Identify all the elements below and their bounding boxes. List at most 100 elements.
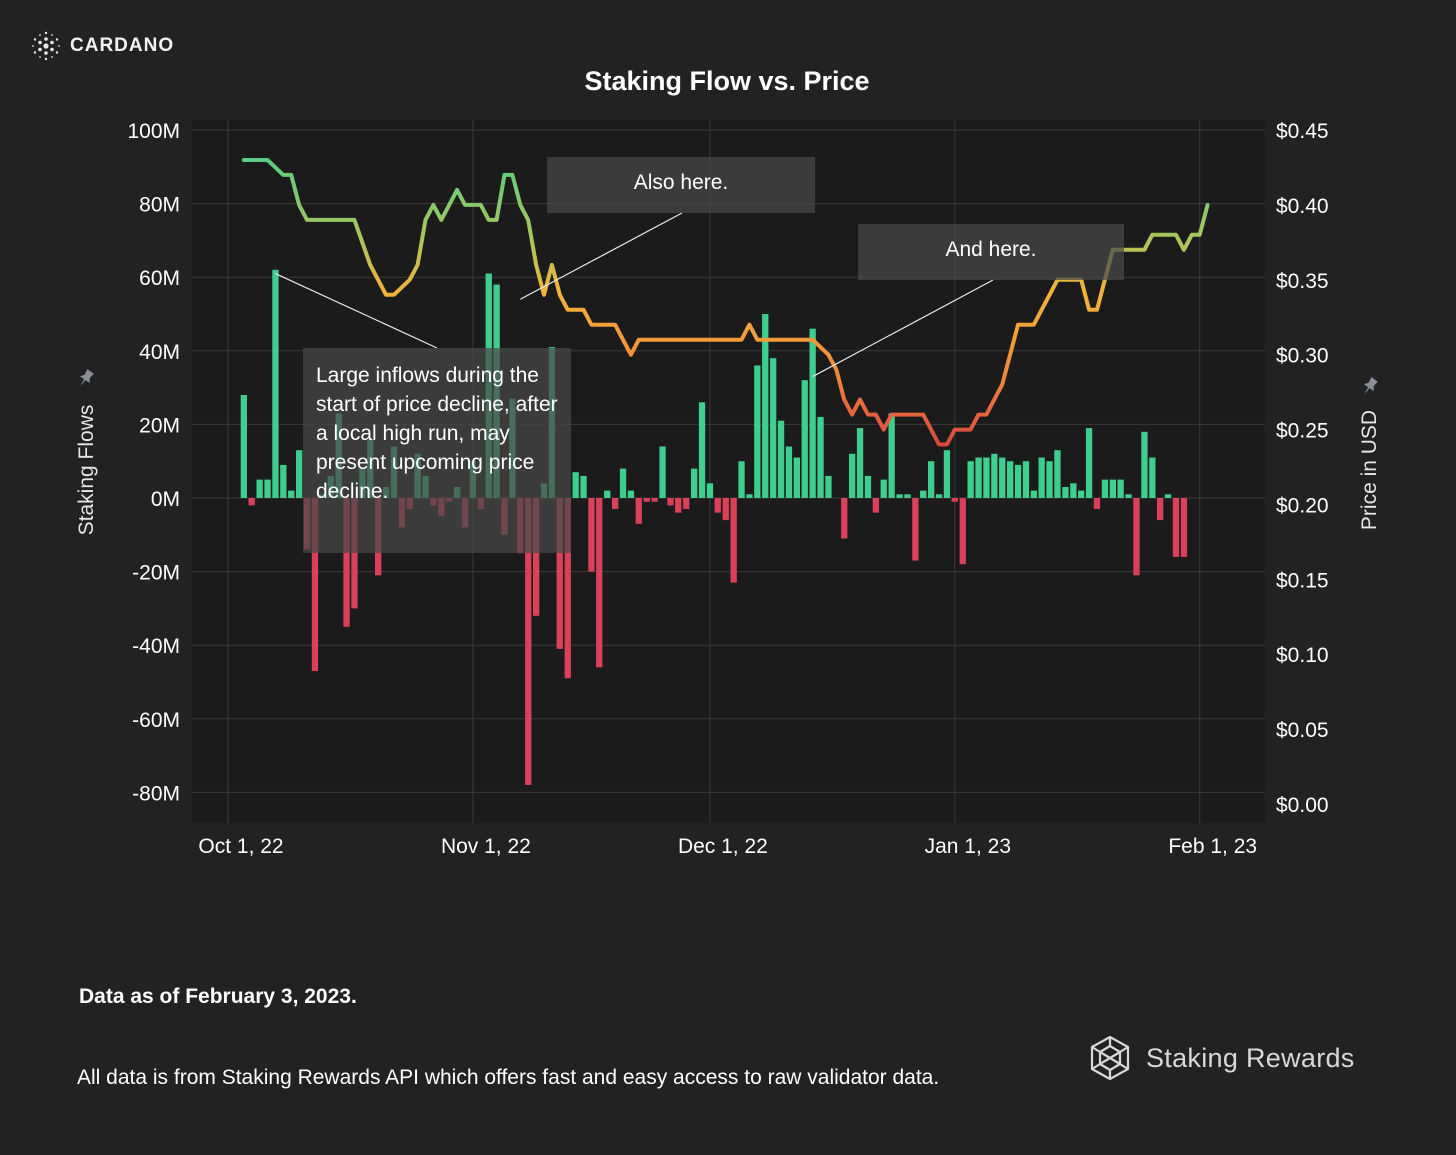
y-left-label: Staking Flows [75, 405, 98, 536]
y-right-tick-label: $0.45 [1276, 120, 1329, 143]
flow-bar-inflow [849, 453, 856, 498]
y-right-tick-label: $0.30 [1276, 345, 1329, 368]
flow-bar-outflow [564, 498, 571, 679]
flow-bar-inflow [975, 457, 982, 498]
flow-bar-inflow [920, 490, 927, 498]
flow-bar-inflow [1078, 490, 1085, 498]
flow-bar-inflow [698, 402, 706, 498]
flow-bar-inflow [856, 428, 864, 498]
y-left-tick-label: 60M [139, 267, 180, 290]
flow-bar-inflow [967, 461, 974, 498]
flow-bar-inflow [888, 413, 895, 498]
flow-bar-inflow [580, 475, 587, 498]
annotation-also-here: Also here. [547, 157, 815, 213]
flow-bar-inflow [659, 446, 666, 498]
x-tick-label: Dec 1, 22 [678, 835, 768, 858]
flow-bar-inflow [264, 479, 271, 498]
flow-bar-inflow [880, 479, 887, 498]
flow-bar-outflow [683, 498, 690, 509]
flow-bar-inflow [1046, 461, 1053, 498]
annotation-leaders [275, 212, 994, 378]
flow-bar-outflow [351, 498, 358, 609]
x-tick-label: Oct 1, 22 [198, 835, 283, 858]
flow-bar-inflow [983, 457, 990, 498]
flow-bar-inflow [1109, 479, 1116, 498]
flow-bar-inflow [572, 472, 579, 498]
y-right-tick-label: $0.25 [1276, 420, 1329, 443]
y-left-tick-label: 0M [151, 488, 180, 511]
flow-bar-outflow [1180, 498, 1188, 557]
brand-name: CARDANO [70, 35, 175, 56]
flow-bar-outflow [1093, 498, 1101, 509]
flow-bar-inflow [777, 420, 785, 498]
flow-bar-outflow [635, 498, 642, 524]
flow-bar-inflow [280, 464, 287, 498]
flow-bar-inflow [738, 461, 745, 498]
flow-bar-inflow [1141, 431, 1148, 498]
flow-bar-inflow [1014, 464, 1022, 498]
flow-bar-inflow [864, 475, 872, 498]
flow-bar-inflow [904, 494, 911, 498]
flow-bar-outflow [643, 498, 650, 502]
flow-bar-inflow [1085, 428, 1093, 498]
y-right-tick-label: $0.40 [1276, 195, 1329, 218]
y-left-tick-label: 20M [139, 414, 180, 437]
flow-bar-inflow [1164, 494, 1172, 498]
flow-bar-inflow [1125, 494, 1132, 498]
flow-bar-inflow [627, 490, 635, 498]
data-date-note: Data as of February 3, 2023. [79, 985, 357, 1008]
staking-rewards-logo: Staking Rewards [1086, 1034, 1355, 1082]
flow-bar-outflow [675, 498, 682, 513]
flow-bar-inflow [801, 380, 808, 498]
flow-bar-outflow [667, 498, 674, 506]
x-tick-label: Jan 1, 23 [925, 835, 1011, 858]
flow-bar-inflow [896, 494, 903, 498]
annotation-large-inflows: Large inflows during the start of price … [303, 348, 571, 553]
left-axis-title: Staking Flows [75, 405, 98, 536]
flow-bar-outflow [959, 498, 966, 565]
flow-bar-inflow [1054, 450, 1061, 498]
annotation-leader-line [812, 279, 994, 378]
y-left-tick-label: -80M [132, 782, 180, 805]
right-axis-title: Price in USD [1358, 410, 1381, 530]
flow-bar-inflow [809, 328, 816, 498]
flow-bar-inflow [1070, 483, 1077, 498]
flow-bar-inflow [991, 453, 998, 498]
flow-bar-outflow [841, 498, 848, 539]
flow-bar-outflow [1133, 498, 1140, 576]
flow-bar-inflow [770, 358, 777, 498]
flow-bar-inflow [272, 269, 279, 498]
data-source-note: All data is from Staking Rewards API whi… [77, 1066, 940, 1089]
flow-bar-inflow [746, 494, 753, 498]
y-left-tick-label: 80M [139, 194, 180, 217]
staking-flow-chart: Staking Flow vs. Price 100M 80M 60M 40M 20M 0… [75, 66, 1381, 858]
flow-bar-inflow [691, 468, 698, 498]
flow-bar-inflow [706, 483, 714, 498]
flow-bar-outflow [651, 498, 658, 502]
flow-bar-outflow [596, 498, 603, 668]
annotation-and-here: And here. [858, 224, 1124, 280]
y-right-label: Price in USD [1358, 410, 1381, 530]
flow-bar-outflow [872, 498, 879, 513]
cardano-brand: CARDANO [30, 30, 174, 62]
cardano-logo-icon [32, 31, 60, 61]
flow-bar-outflow [951, 498, 958, 502]
flow-bar-inflow [240, 395, 247, 498]
flow-bar-inflow [1149, 457, 1156, 498]
chart-axes: 100M 80M 60M 40M 20M 0M -20M -40M -60M -80M $0.45 $… [127, 120, 1328, 858]
flow-bar-inflow [1038, 457, 1045, 498]
y-right-tick-label: $0.00 [1276, 794, 1329, 817]
y-left-tick-label: 100M [127, 120, 180, 143]
flow-bar-outflow [525, 498, 532, 785]
flow-bar-outflow [556, 498, 563, 649]
flow-bar-outflow [730, 498, 737, 583]
flow-bar-inflow [762, 314, 769, 498]
flow-bar-outflow [343, 498, 350, 627]
flow-bar-outflow [588, 498, 595, 572]
pin-icon[interactable] [75, 368, 95, 390]
flow-bar-inflow [1101, 479, 1109, 498]
pin-icon[interactable] [1359, 376, 1379, 398]
y-right-tick-label: $0.35 [1276, 270, 1329, 293]
flow-bar-inflow [1022, 461, 1030, 498]
flow-bar-inflow [288, 490, 295, 498]
